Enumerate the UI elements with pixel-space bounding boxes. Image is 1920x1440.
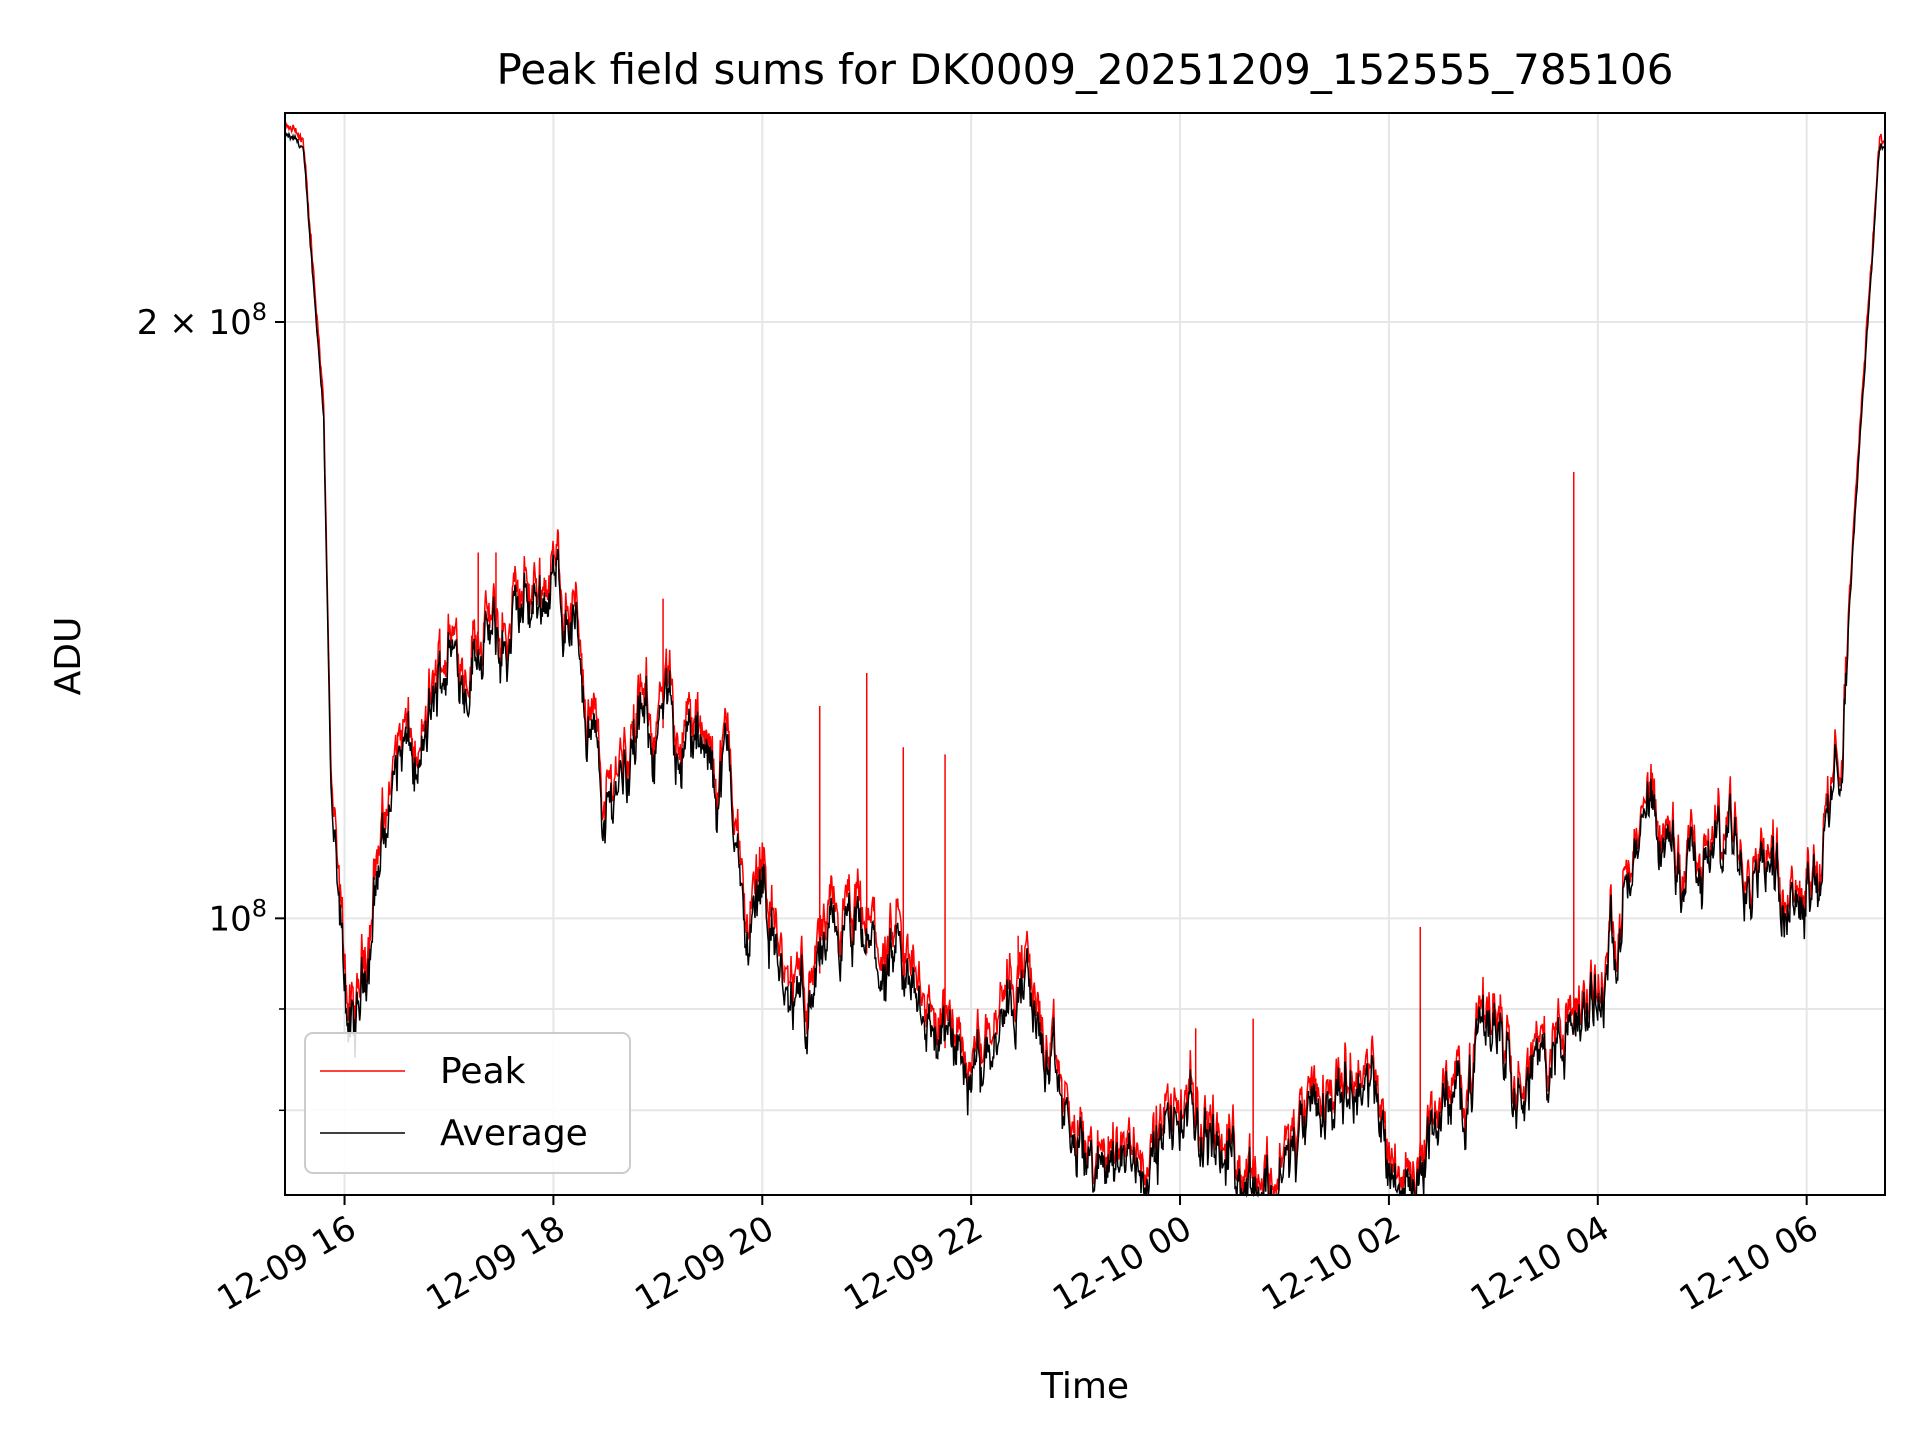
y-axis-label: ADU [48,617,89,696]
chart-title: Peak field sums for DK0009_20251209_1525… [496,45,1673,94]
series-peak-line [284,122,1886,1197]
plot-frame [284,112,1886,1196]
x-axis-label: Time [1040,1366,1129,1407]
legend: Peak Average [304,1032,631,1174]
grid [285,113,1885,1195]
y-tick-label: 108 [208,894,267,939]
legend-peak-label: Peak [440,1051,526,1092]
series-average-line [284,131,1886,1198]
series-layer [284,122,1886,1198]
y-tick-label: 2 × 108 [137,298,267,343]
legend-average-label: Average [440,1113,588,1154]
legend-box [304,1032,631,1174]
